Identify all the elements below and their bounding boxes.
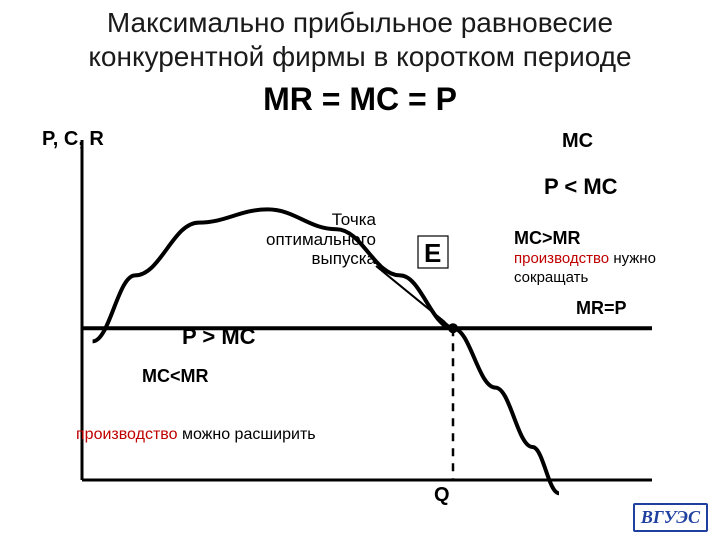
opt-l2: оптимального [266, 230, 376, 249]
expand-rest: можно расширить [182, 426, 316, 443]
main-formula: MR = MC = P [0, 81, 720, 118]
mc-lt-mr-label: MC<MR [142, 366, 209, 387]
p-gt-mc-label: P > MC [182, 324, 256, 350]
p-lt-mc-label: P < MC [544, 174, 618, 200]
expand-word1: производство [76, 426, 177, 443]
reduce-text: производство нужно сокращать [514, 250, 684, 288]
expand-text: производство можно расширить [76, 426, 316, 444]
x-axis-label: Q [434, 484, 450, 507]
opt-l3: выпуска [311, 249, 376, 268]
optimal-point-text: Точка оптимального выпуска [226, 210, 376, 269]
point-E-label: E [424, 238, 441, 269]
chart-area: P, C, R Q MC P < MC Точка оптимального в… [36, 132, 684, 512]
reduce-word2: нужно [609, 250, 656, 267]
logo: ВГУЭС [633, 503, 708, 532]
opt-l1: Точка [332, 210, 376, 229]
title-line2: конкурентной фирмы в коротком периоде [88, 41, 631, 72]
reduce-word3: сокращать [514, 269, 588, 286]
title-line1: Максимально прибыльное равновесие [107, 7, 613, 38]
mc-curve-label: MC [562, 130, 593, 153]
reduce-word1: производство [514, 250, 609, 267]
y-axis-label: P, C, R [42, 128, 104, 151]
mr-eq-p-label: MR=P [576, 298, 627, 319]
mc-gt-mr-label: MC>MR [514, 228, 581, 249]
